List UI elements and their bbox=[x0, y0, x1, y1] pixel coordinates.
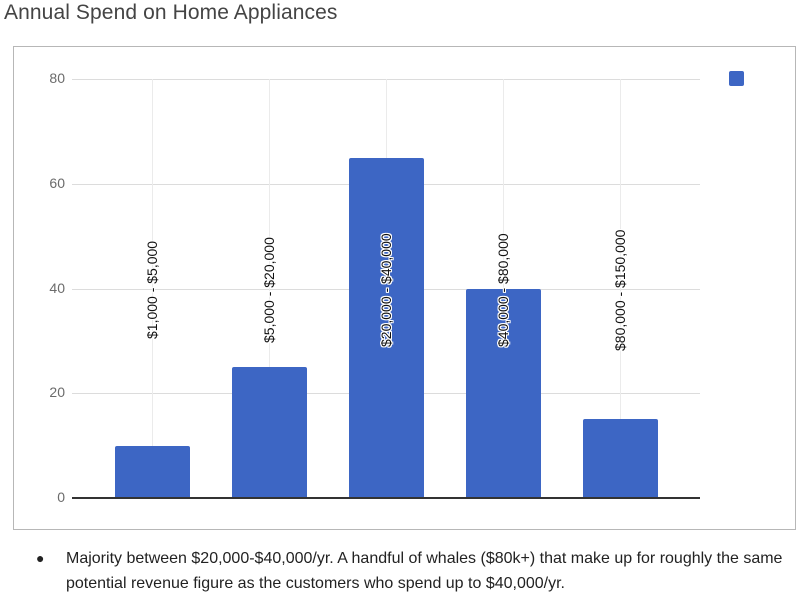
y-tick-80: 80 bbox=[49, 70, 65, 86]
vgrid-5 bbox=[620, 79, 621, 498]
bar-5[interactable] bbox=[582, 419, 658, 498]
note-text: Majority between $20,000-$40,000/yr. A h… bbox=[66, 550, 783, 592]
bar-label-5: $80,000 - $150,000 bbox=[612, 229, 628, 351]
vgrid-1 bbox=[152, 79, 153, 498]
bar-4[interactable] bbox=[465, 288, 541, 498]
bar-label-3: $20,000 - $40,000 bbox=[378, 233, 394, 347]
bar-1[interactable] bbox=[114, 445, 190, 498]
bar-label-4: $40,000 - $80,000 bbox=[495, 233, 511, 347]
bullet-icon: ● bbox=[36, 550, 45, 566]
legend-swatch[interactable] bbox=[729, 71, 744, 86]
y-tick-60: 60 bbox=[49, 175, 65, 191]
bar-3[interactable] bbox=[348, 157, 424, 498]
bar-label-2: $5,000 - $20,000 bbox=[261, 237, 277, 343]
y-tick-40: 40 bbox=[49, 280, 65, 296]
vgrid-2 bbox=[269, 79, 270, 498]
chart-title: Annual Spend on Home Appliances bbox=[4, 1, 338, 24]
y-tick-0: 0 bbox=[57, 489, 65, 505]
bar-2[interactable] bbox=[231, 367, 307, 498]
x-axis-baseline bbox=[72, 497, 700, 499]
bar-label-1: $1,000 - $5,000 bbox=[144, 240, 160, 339]
y-tick-20: 20 bbox=[49, 384, 65, 400]
